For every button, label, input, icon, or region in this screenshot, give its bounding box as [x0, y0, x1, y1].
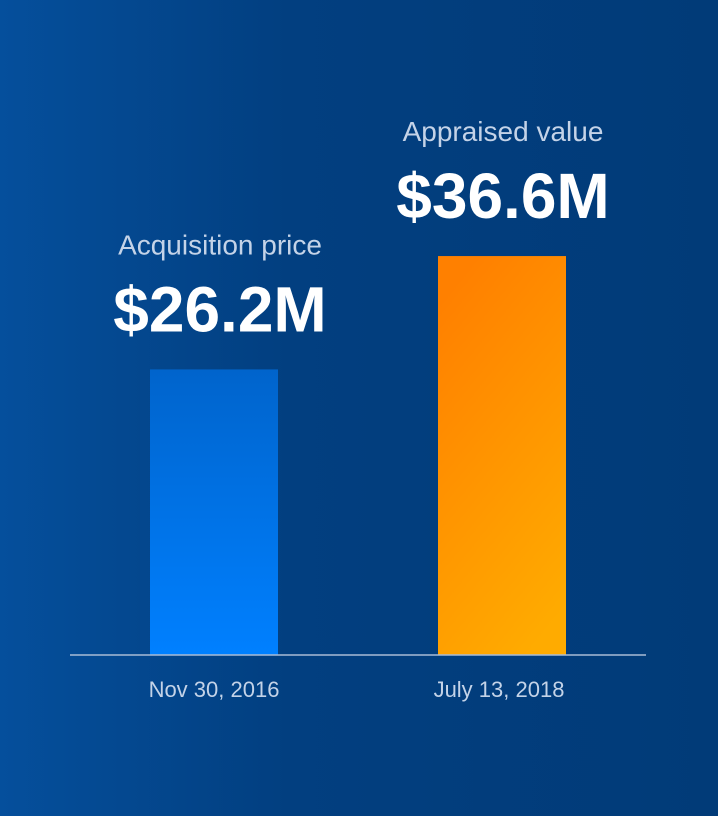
bar-1	[150, 369, 278, 655]
data-label: $26.2M	[113, 273, 326, 345]
bar-2	[438, 256, 566, 655]
x-tick-label: July 13, 2018	[434, 677, 565, 702]
data-label: $36.6M	[396, 160, 609, 232]
x-tick-label: Nov 30, 2016	[149, 677, 280, 702]
series-label: Acquisition price	[118, 229, 322, 260]
series-label: Appraised value	[403, 116, 604, 147]
